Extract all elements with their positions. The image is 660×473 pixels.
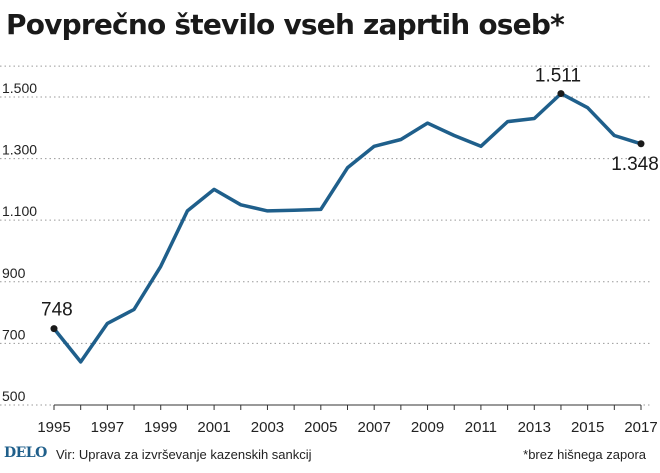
x-tick-label: 1997 (91, 419, 124, 436)
footnote: *brez hišnega zapora (523, 447, 646, 462)
data-label: 748 (41, 300, 73, 321)
data-line (52, 91, 643, 364)
y-tick-label: 1.300 (2, 142, 37, 158)
x-tick-label: 2003 (251, 419, 284, 436)
data-point-marker (637, 140, 645, 148)
x-tick-label: 1995 (37, 419, 70, 436)
label-layer: 748 1.511 1.348 (41, 66, 659, 333)
axis-layer: 500 700 900 1.100 1.300 1.500 1995 1997 1999 2001… (2, 80, 658, 436)
x-tick-label: 2015 (571, 419, 604, 436)
y-tick-label: 900 (2, 265, 26, 281)
x-tick-label: 2017 (624, 419, 657, 436)
y-tick-label: 500 (2, 388, 26, 404)
data-point-marker (50, 325, 58, 333)
grid-layer (0, 65, 652, 406)
y-tick-label: 1.100 (2, 203, 37, 219)
line-layer (52, 91, 643, 364)
x-tick-label: 2001 (197, 419, 230, 436)
source-note: Vir: Uprava za izvrševanje kazenskih san… (56, 447, 312, 462)
delo-logo: DELO (4, 445, 47, 461)
data-point-marker (557, 90, 565, 98)
chart-title: Povprečno število vseh zaprtih oseb* (6, 8, 565, 41)
x-tick-label: 2013 (518, 419, 551, 436)
x-tick-label: 2009 (411, 419, 444, 436)
x-tick-label: 1999 (144, 419, 177, 436)
y-tick-label: 1.500 (2, 80, 37, 96)
x-tick-label: 2011 (465, 419, 497, 436)
data-label: 1.511 (535, 66, 581, 87)
x-tick-label: 2005 (304, 419, 337, 436)
x-tick-label: 2007 (357, 419, 390, 436)
data-label: 1.348 (611, 154, 659, 175)
y-tick-label: 700 (2, 326, 26, 342)
